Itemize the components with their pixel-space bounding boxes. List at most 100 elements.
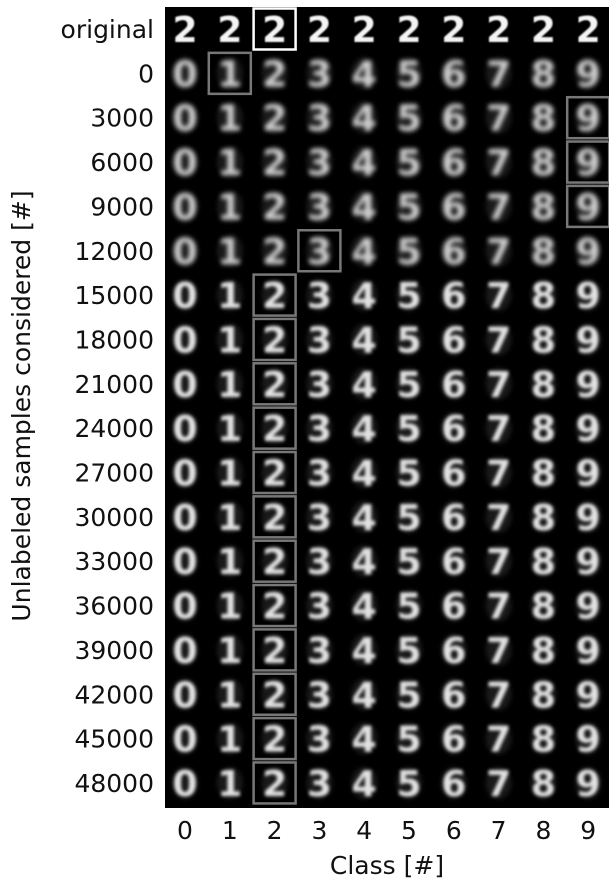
digit-cell: 2 [217, 10, 242, 51]
digit-cell: 3 [306, 276, 333, 317]
digit-glyph: 4 [352, 276, 377, 317]
digit-cell: 4 [351, 54, 378, 95]
digit-cell: 6 [440, 187, 467, 228]
digit-glyph: 5 [396, 187, 421, 228]
digit-glyph: 8 [531, 276, 556, 317]
highlight-box [252, 628, 297, 672]
digit-glyph: 5 [396, 365, 421, 406]
digit-glyph: 8 [531, 187, 556, 228]
digit-cell: 2 [261, 542, 288, 583]
x-tick-label: 2 [267, 816, 283, 845]
digit-glyph: 2 [396, 10, 421, 51]
digit-glyph: 2 [262, 454, 287, 495]
digit-glyph: 1 [217, 409, 242, 450]
digit-glyph: 2 [262, 232, 287, 273]
digit-cell: 1 [216, 720, 243, 761]
highlight-box [565, 184, 609, 229]
digit-glyph: 2 [262, 365, 287, 406]
x-tick-label: 9 [580, 816, 596, 845]
digit-cell: 0 [172, 54, 198, 95]
digit-glyph: 4 [352, 542, 377, 583]
digit-cell: 0 [172, 631, 198, 672]
digit-cell: 8 [530, 498, 557, 539]
digit-glyph: 0 [172, 365, 197, 406]
x-tick-label: 4 [356, 816, 372, 845]
digit-cell: 3 [306, 631, 333, 672]
digit-cell: 8 [530, 232, 557, 273]
digit-glyph: 9 [576, 232, 601, 273]
digit-glyph: 6 [441, 675, 466, 716]
digit-glyph: 4 [352, 454, 377, 495]
digit-glyph: 2 [262, 10, 287, 51]
digit-cell: 2 [261, 54, 288, 95]
digit-glyph: 2 [217, 10, 242, 51]
digit-cell: 5 [396, 409, 422, 450]
digit-glyph: 0 [172, 764, 197, 805]
highlight-box [252, 495, 297, 539]
digit-cell: 1 [216, 143, 243, 184]
digit-glyph: 7 [486, 454, 511, 495]
digit-glyph: 4 [352, 764, 377, 805]
digit-glyph: 5 [396, 54, 421, 95]
digit-glyph: 3 [307, 409, 332, 450]
digit-glyph: 3 [307, 143, 332, 184]
digit-glyph: 9 [576, 143, 601, 184]
digit-cell: 6 [440, 498, 467, 539]
digit-glyph: 4 [352, 99, 377, 140]
digit-cell: 9 [575, 631, 602, 672]
y-tick-label: original [61, 15, 154, 44]
digit-glyph: 7 [486, 631, 511, 672]
digit-cell: 0 [172, 720, 198, 761]
digit-cell: 0 [172, 232, 198, 273]
digit-glyph: 3 [307, 232, 332, 273]
digit-glyph: 8 [531, 498, 556, 539]
digit-cell: 6 [440, 631, 467, 672]
highlight-box [252, 583, 297, 628]
y-tick-label: 6000 [90, 148, 154, 177]
digit-glyph: 1 [217, 498, 242, 539]
digit-cell: 0 [172, 143, 198, 184]
digit-glyph: 4 [352, 675, 377, 716]
y-tick-label: 33000 [74, 547, 154, 576]
x-axis-label: Class [#] [330, 851, 444, 880]
digit-glyph: 7 [486, 232, 511, 273]
digit-cell: 9 [575, 320, 602, 361]
digit-cell: 6 [440, 587, 467, 628]
digit-cell: 8 [530, 409, 557, 450]
highlight-box [252, 362, 297, 406]
digit-cell: 6 [440, 764, 467, 805]
digit-glyph: 9 [576, 764, 601, 805]
digit-cell: 0 [172, 320, 198, 361]
digit-cell: 9 [575, 675, 602, 716]
digit-glyph: 7 [486, 720, 511, 761]
digit-glyph: 0 [172, 454, 197, 495]
digit-glyph: 0 [172, 187, 197, 228]
digit-glyph: 6 [441, 54, 466, 95]
digit-cell: 7 [485, 675, 512, 716]
digit-cell: 6 [440, 409, 467, 450]
digit-glyph: 5 [396, 764, 421, 805]
digit-cell: 2 [261, 187, 288, 228]
digit-cell: 6 [440, 232, 467, 273]
digit-glyph: 9 [576, 587, 601, 628]
digit-glyph: 3 [307, 320, 332, 361]
y-tick-label: 42000 [74, 680, 154, 709]
digit-glyph: 3 [307, 454, 332, 495]
digit-glyph: 6 [441, 498, 466, 539]
digit-glyph: 1 [217, 276, 242, 317]
y-tick-label: 9000 [90, 192, 154, 221]
digit-cell: 5 [396, 587, 422, 628]
x-tick-label: 5 [401, 816, 417, 845]
digit-cell: 0 [172, 587, 198, 628]
digit-glyph: 3 [307, 365, 332, 406]
digit-cell: 2 [261, 720, 288, 761]
digit-cell: 9 [575, 454, 602, 495]
digit-glyph: 4 [352, 409, 377, 450]
digit-glyph: 5 [396, 542, 421, 583]
digit-cell: 3 [306, 675, 333, 716]
digit-cell: 4 [351, 587, 378, 628]
digit-cell: 3 [306, 498, 333, 539]
y-tick-label: 36000 [74, 592, 154, 621]
digit-glyph: 9 [576, 320, 601, 361]
